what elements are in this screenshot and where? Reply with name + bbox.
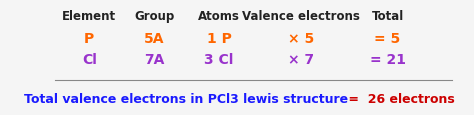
Text: 3 Cl: 3 Cl xyxy=(204,53,234,67)
Text: × 5: × 5 xyxy=(288,32,314,45)
Text: Element: Element xyxy=(62,10,116,22)
Text: 7A: 7A xyxy=(144,53,164,67)
Text: 5A: 5A xyxy=(144,32,164,45)
Text: = 5: = 5 xyxy=(374,32,401,45)
Text: Group: Group xyxy=(134,10,174,22)
Text: Cl: Cl xyxy=(82,53,97,67)
Text: Valence electrons: Valence electrons xyxy=(242,10,360,22)
Text: Atoms: Atoms xyxy=(198,10,240,22)
Text: Total valence electrons in PCl3 lewis structure: Total valence electrons in PCl3 lewis st… xyxy=(25,93,348,105)
Text: P: P xyxy=(84,32,94,45)
Text: = 21: = 21 xyxy=(370,53,406,67)
Text: × 7: × 7 xyxy=(288,53,314,67)
Text: =  26 electrons: = 26 electrons xyxy=(344,93,454,105)
Text: 1 P: 1 P xyxy=(207,32,231,45)
Text: Total: Total xyxy=(372,10,404,22)
